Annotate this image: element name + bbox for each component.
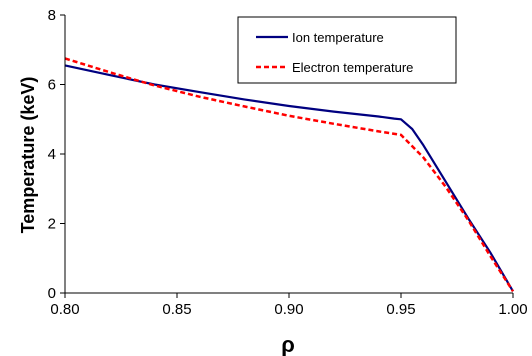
- x-tick-label: 0.95: [386, 301, 415, 318]
- y-tick-label: 6: [48, 77, 56, 94]
- legend-label: Ion temperature: [292, 30, 384, 45]
- y-axis-title: Temperature (keV): [18, 77, 38, 234]
- x-axis-ticks: 0.80 0.85 0.90 0.95 1.00: [50, 293, 528, 318]
- x-tick-label: 1.00: [498, 301, 527, 318]
- legend-box: [237, 16, 457, 84]
- y-tick-label: 0: [48, 285, 56, 302]
- x-tick-label: 0.85: [162, 301, 191, 318]
- y-tick-label: 2: [48, 216, 56, 233]
- legend-label: Electron temperature: [292, 60, 413, 75]
- series-line-electron-temperature: [64, 57, 515, 292]
- series-line-ion-temperature: [64, 64, 514, 292]
- y-tick-label: 4: [48, 146, 56, 163]
- x-axis-title: ρ: [281, 332, 295, 356]
- y-tick-label: 8: [48, 7, 56, 24]
- series-layer: [64, 57, 515, 292]
- x-tick-label: 0.90: [274, 301, 303, 318]
- y-axis-ticks: 0 2 4 6 8: [48, 7, 65, 302]
- axes: [64, 15, 513, 294]
- legend: Ion temperature Electron temperature: [237, 16, 457, 84]
- x-tick-label: 0.80: [50, 301, 79, 318]
